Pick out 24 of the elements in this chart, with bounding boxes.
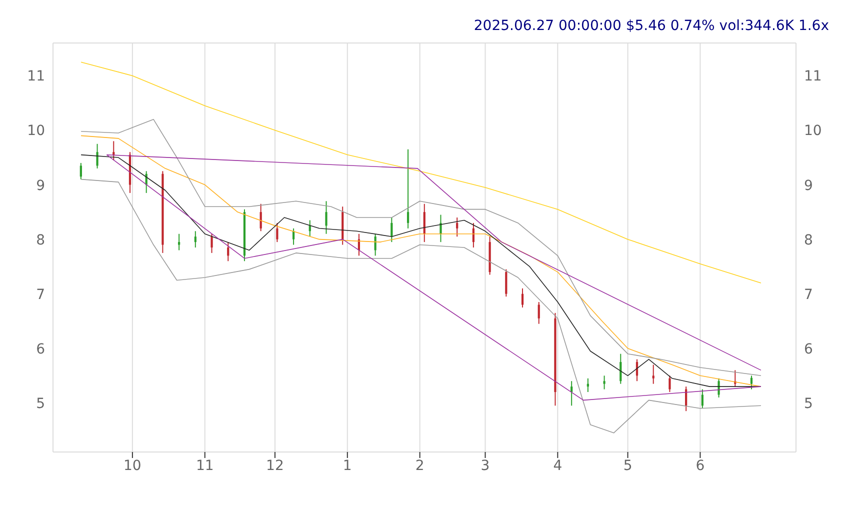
y2-tick-label: 9 xyxy=(804,178,813,194)
x-tick-label: 10 xyxy=(124,458,142,474)
y-tick-label: 6 xyxy=(36,341,46,358)
y2-tick-label: 7 xyxy=(804,286,813,303)
y-tick-label: 7 xyxy=(36,286,45,303)
y2-tick-label: 11 xyxy=(804,68,822,85)
x-tick-label: 6 xyxy=(696,458,705,474)
chart-title: 2025.06.27 00:00:00 $5.46 0.74% vol:344.6K 1.6x xyxy=(474,18,829,34)
y-tick-label: 5 xyxy=(36,396,45,412)
x-tick-label: 11 xyxy=(196,458,214,474)
y-tick-label: 9 xyxy=(36,178,45,194)
y2-tick-label: 5 xyxy=(804,396,813,412)
x-tick-label: 5 xyxy=(623,458,632,474)
y-tick-label: 8 xyxy=(36,232,45,248)
x-tick-label: 3 xyxy=(480,458,490,474)
x-tick-label: 12 xyxy=(266,458,284,474)
x-tick-label: 1 xyxy=(342,458,352,474)
y2-tick-label: 10 xyxy=(804,123,822,140)
x-tick-label: 4 xyxy=(553,458,562,474)
y-tick-label: 11 xyxy=(27,68,45,85)
y2-tick-label: 8 xyxy=(804,232,813,248)
y-tick-label: 10 xyxy=(27,123,45,140)
y2-tick-label: 6 xyxy=(804,341,813,358)
x-tick-label: 2 xyxy=(415,458,424,474)
